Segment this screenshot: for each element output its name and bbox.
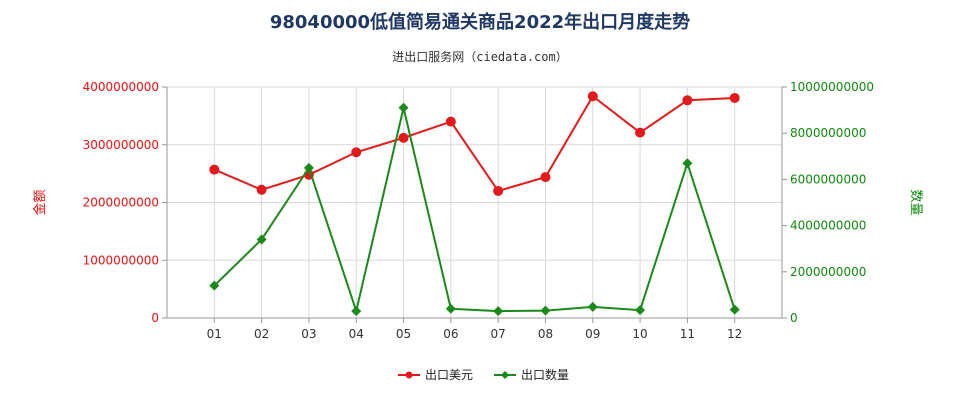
data-point [351, 147, 362, 158]
data-point [398, 102, 409, 113]
y-right-tick-label: 2000000000 [790, 265, 866, 279]
data-point [256, 234, 267, 245]
y-left-axis-label: 金额 [32, 189, 48, 215]
data-point [209, 280, 220, 291]
data-point [493, 306, 504, 317]
x-tick-label: 05 [396, 327, 411, 341]
y-left-tick-label: 4000000000 [83, 80, 159, 94]
data-point [256, 184, 267, 195]
legend-label: 出口美元 [425, 368, 473, 382]
data-point [209, 164, 220, 175]
chart-title: 98040000低值简易通关商品2022年出口月度走势 [269, 12, 691, 33]
data-point [540, 305, 551, 316]
data-point [682, 158, 693, 169]
data-point [445, 116, 456, 127]
x-tick-label: 03 [301, 327, 316, 341]
data-point [729, 92, 740, 103]
data-point [493, 185, 504, 196]
data-point [303, 162, 314, 173]
y-left-tick-label: 0 [151, 311, 159, 325]
y-right-tick-label: 4000000000 [790, 219, 866, 233]
x-tick-label: 08 [538, 327, 553, 341]
y-right-tick-label: 8000000000 [790, 126, 866, 140]
x-tick-label: 12 [727, 327, 742, 341]
data-point [682, 95, 693, 106]
series-line [213, 94, 735, 193]
y-right-tick-label: 10000000000 [790, 80, 874, 94]
data-point [351, 306, 362, 317]
data-point [445, 303, 456, 314]
y-left-tick-label: 1000000000 [83, 253, 159, 267]
y-right-tick-label: 0 [790, 311, 798, 325]
x-tick-label: 06 [443, 327, 458, 341]
data-point [635, 127, 646, 138]
data-point [587, 91, 598, 102]
x-tick-label: 04 [349, 327, 364, 341]
legend-marker [501, 371, 509, 379]
series-line [213, 107, 736, 315]
legend-marker [405, 371, 413, 379]
chart-subtitle: 进出口服务网（ciedata.com） [392, 50, 568, 64]
data-point [587, 301, 598, 312]
data-point [398, 132, 409, 143]
data-point [540, 172, 551, 183]
x-tick-label: 02 [254, 327, 269, 341]
data-point [635, 305, 646, 316]
data-point [729, 304, 740, 315]
y-left-tick-label: 2000000000 [83, 196, 159, 210]
x-tick-label: 01 [207, 327, 222, 341]
x-tick-label: 10 [632, 327, 647, 341]
x-tick-label: 07 [491, 327, 506, 341]
y-left-tick-label: 3000000000 [83, 138, 159, 152]
y-right-axis-label: 数量 [908, 189, 923, 215]
legend-label: 出口数量 [521, 367, 569, 382]
x-tick-label: 11 [680, 327, 695, 341]
y-right-tick-label: 6000000000 [790, 172, 866, 186]
x-tick-label: 09 [585, 327, 600, 341]
